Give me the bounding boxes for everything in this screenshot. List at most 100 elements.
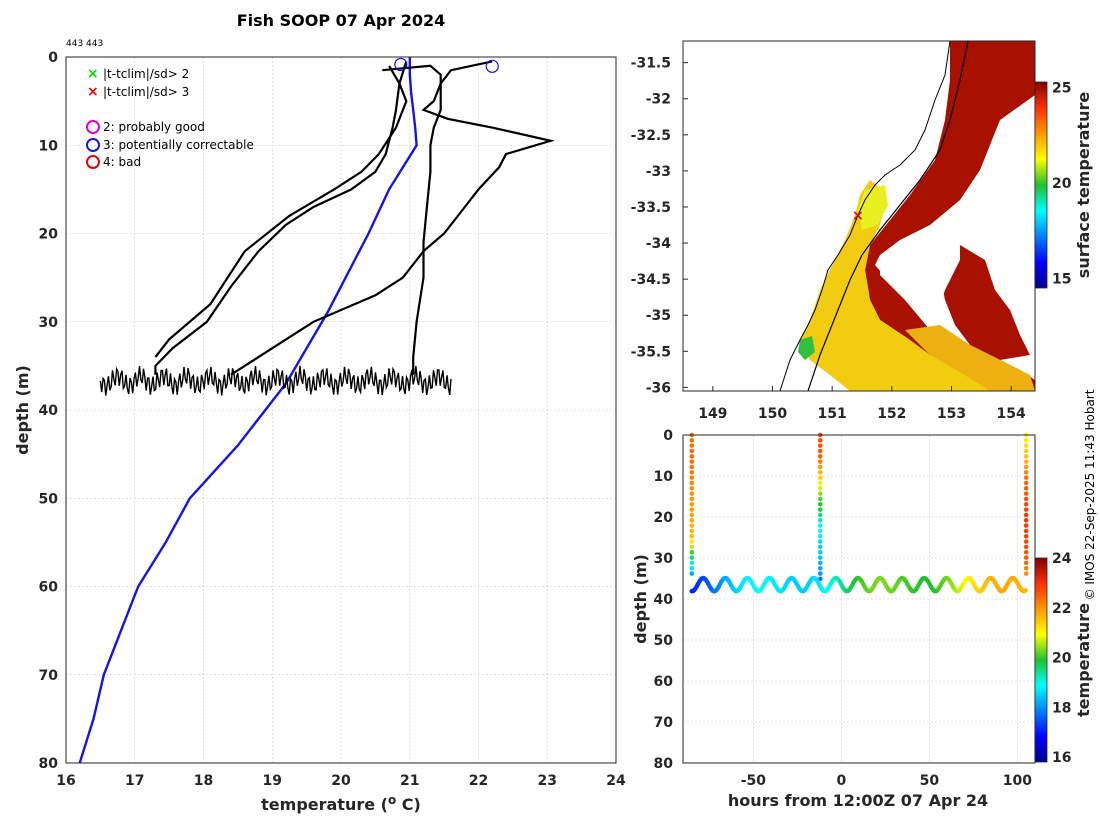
section-point-cast-1 — [689, 533, 695, 539]
section-point-cast-1 — [689, 443, 695, 448]
profile-ytick-label: 70 — [39, 668, 59, 684]
section-point-cast-2 — [817, 448, 823, 454]
section-point-cast-2 — [817, 480, 823, 486]
section-point-cast-3 — [1023, 512, 1029, 518]
section-point-cast-2 — [817, 501, 823, 507]
map-ytick-label: -32 — [646, 92, 671, 108]
profile-grid — [65, 56, 617, 764]
section-point-cast-2 — [817, 496, 823, 502]
section-point-cast-2 — [817, 486, 823, 491]
section-point-cast-1 — [689, 544, 695, 550]
section-point-cast-1 — [689, 448, 695, 454]
section-point-cast-2 — [817, 464, 823, 470]
profile-line-profile-2 — [154, 65, 408, 358]
section-point-cast-1 — [689, 438, 695, 443]
section-ytick-label: 20 — [654, 510, 674, 526]
profile-xtick-label: 22 — [469, 773, 488, 789]
section-point-cast-3 — [1023, 438, 1029, 443]
profile-xtick-label: 19 — [263, 773, 282, 789]
map-image-layer: × — [779, 41, 1035, 391]
section-ytick-label: 50 — [654, 633, 674, 649]
section-point-cast-2 — [817, 544, 823, 550]
section-point-cast-1 — [689, 507, 695, 512]
section-point-cast-2 — [817, 454, 823, 459]
section-point-cast-1 — [689, 470, 695, 475]
flag-red-label: |t-tclim|/sd> 3 — [103, 85, 189, 99]
section-x-label: hours from 12:00Z 07 Apr 24 — [728, 791, 988, 810]
section-point-cast-1 — [689, 475, 695, 480]
section-point-cast-1 — [689, 560, 695, 566]
qc2-label: 2: probably good — [103, 120, 205, 134]
station-marker: × — [852, 208, 864, 224]
section-ytick-label: 0 — [663, 428, 673, 444]
section-point-cast-3 — [1023, 528, 1029, 534]
map-xtick-label: 149 — [698, 406, 727, 422]
section-point-cast-3 — [1023, 496, 1029, 502]
legend-qc3: 3: potentially correctable — [86, 138, 254, 152]
shelf-edge-contour — [807, 41, 969, 391]
section-point-cast-3 — [1023, 571, 1029, 576]
section-point-cast-3 — [1023, 470, 1029, 475]
section-xtick-label: 0 — [837, 773, 847, 789]
section-colorbar-label: temperature — [1074, 603, 1093, 717]
profile-xtick-label: 23 — [538, 773, 557, 789]
qc-marker — [485, 59, 499, 73]
profile-ticks: 16 17 18 19 20 21 22 23 24 0 10 20 30 40 50 60 70 80 — [39, 50, 626, 789]
qc3-label: 3: potentially correctable — [103, 138, 254, 152]
section-ytick-label: 40 — [654, 592, 674, 608]
section-point-cast-3 — [1023, 486, 1029, 491]
profile-y-label: depth (m) — [13, 365, 32, 455]
section-point-cast-3 — [1023, 517, 1029, 523]
section-ytick-label: 70 — [654, 715, 674, 731]
section-ytick-label: 80 — [654, 756, 674, 772]
section-point-cast-1 — [689, 565, 695, 571]
map-colorbar-tick-label: 15 — [1052, 271, 1071, 287]
qc2-marker — [86, 120, 100, 134]
profile-line-profile-1 — [154, 61, 408, 375]
section-point-cast-1 — [689, 555, 695, 560]
section-point-cast-1 — [689, 491, 695, 496]
map-ytick-label: -33.5 — [631, 200, 671, 216]
section-point-cast-1 — [689, 517, 695, 523]
section-point-cast-2 — [817, 528, 823, 534]
section-point-cast-2 — [817, 549, 823, 555]
sst-cool-pocket — [880, 225, 960, 320]
section-ticks: -50 0 50 100 0 10 20 30 40 50 60 70 80 — [654, 428, 1033, 789]
profile-x-label: temperature (o C) — [261, 793, 421, 814]
section-point-cast-2 — [817, 512, 823, 518]
section-colorbar-tick-label: 18 — [1052, 700, 1071, 716]
section-point-cast-3 — [1023, 464, 1029, 470]
section-point-cast-2 — [817, 571, 823, 576]
map-colorbar-ticks: 15 20 25 — [1052, 81, 1072, 288]
section-point-cast-2 — [817, 560, 823, 566]
profile-xtick-label: 17 — [125, 773, 144, 789]
map-ytick-label: -32.5 — [631, 128, 671, 144]
section-point-cast-2 — [817, 475, 823, 480]
sst-shelf-yellow — [800, 180, 990, 391]
flag-green-marker: × — [87, 66, 99, 82]
profile-xtick-label: 20 — [331, 773, 351, 789]
section-y-label: depth (m) — [631, 554, 650, 644]
section-point-cast-3 — [1023, 533, 1029, 539]
section-point-cast-2 — [817, 438, 823, 443]
section-point-cast-2 — [817, 565, 823, 571]
profile-xtick-label: 16 — [56, 773, 75, 789]
section-point-cast-2 — [817, 507, 823, 512]
section-point-cast-2 — [817, 459, 823, 464]
section-point-cast-3 — [1023, 443, 1029, 448]
map-xtick-label: 154 — [997, 406, 1026, 422]
profile-xtick-label: 21 — [400, 773, 419, 789]
sst-offshore-gold — [905, 325, 1035, 391]
section-points-group — [689, 432, 1029, 594]
profile-axes-frame — [65, 56, 617, 764]
legend-qc4: 4: bad — [86, 155, 141, 169]
profile-legend: × |t-tclim|/sd> 2 × |t-tclim|/sd> 3 2: p… — [86, 66, 254, 169]
section-point-cast-3 — [1023, 459, 1029, 464]
profile-ytick-label: 10 — [39, 138, 59, 154]
section-point-cast-1 — [689, 486, 695, 491]
chart-title: Fish SOOP 07 Apr 2024 — [237, 11, 446, 30]
section-xtick-label: 50 — [920, 773, 940, 789]
section-point-cast-1 — [689, 501, 695, 507]
map-ytick-label: -35.5 — [631, 344, 671, 360]
